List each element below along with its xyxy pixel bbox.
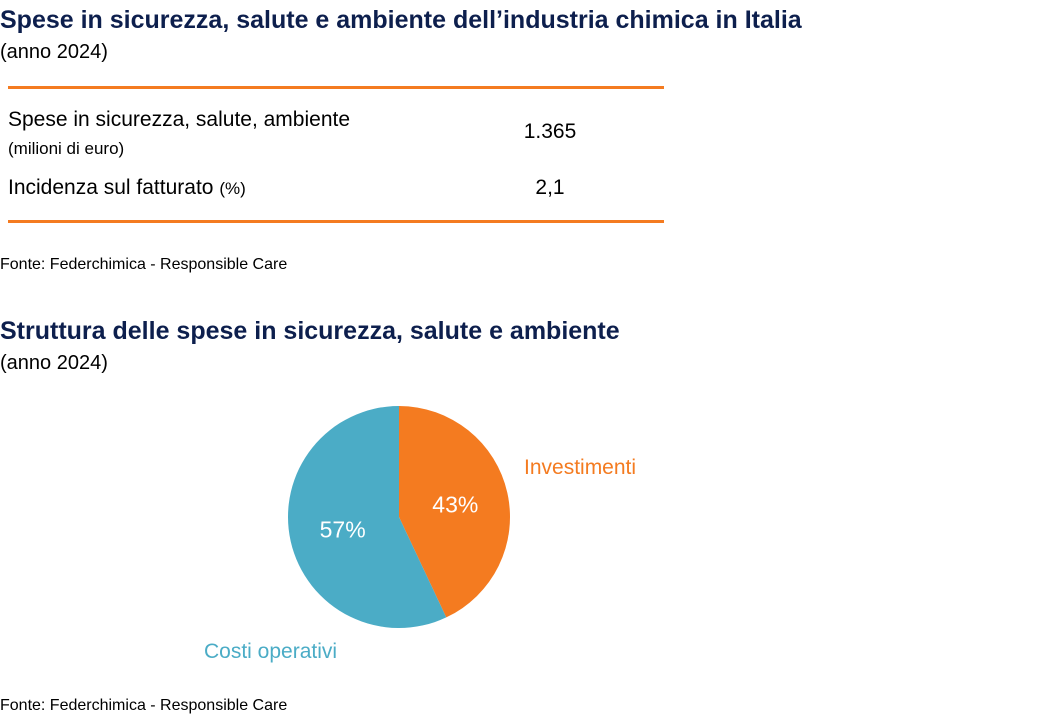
pie-category-label-1: Costi operativi xyxy=(204,640,337,663)
row-1-label-text: Spese in sicurezza, salute, ambiente xyxy=(8,108,351,131)
table-source: Fonte: Federchimica - Responsible Care xyxy=(0,256,288,273)
pie-slice-costi-operativi xyxy=(287,406,447,628)
table-bottom-rule xyxy=(8,220,664,223)
row-1-value: 1.365 xyxy=(523,120,577,143)
row-2-value: 2,1 xyxy=(535,176,565,199)
table-top-rule xyxy=(8,86,664,89)
pie-category-label-0: Investimenti xyxy=(524,456,636,479)
row-1-label: Spese in sicurezza, salute, ambiente xyxy=(8,108,350,132)
chart-source: Fonte: Federchimica - Responsible Care xyxy=(0,697,288,714)
table-subtitle: (anno 2024) xyxy=(0,41,108,63)
pie-value-label-1: 57% xyxy=(320,517,366,543)
chart-subtitle: (anno 2024) xyxy=(0,352,108,374)
pie-slice-investimenti xyxy=(399,406,510,618)
chart-title: Struttura delle spese in sicurezza, salu… xyxy=(0,317,620,345)
row-2-label: Incidenza sul fatturato (%) xyxy=(8,176,246,200)
table-title: Spese in sicurezza, salute e ambiente de… xyxy=(0,6,802,34)
row-2-label-text: Incidenza sul fatturato xyxy=(8,176,214,199)
row-2-unit: (%) xyxy=(219,179,246,198)
pie-value-label-0: 43% xyxy=(432,491,478,517)
row-1-unit: (milioni di euro) xyxy=(8,139,125,158)
